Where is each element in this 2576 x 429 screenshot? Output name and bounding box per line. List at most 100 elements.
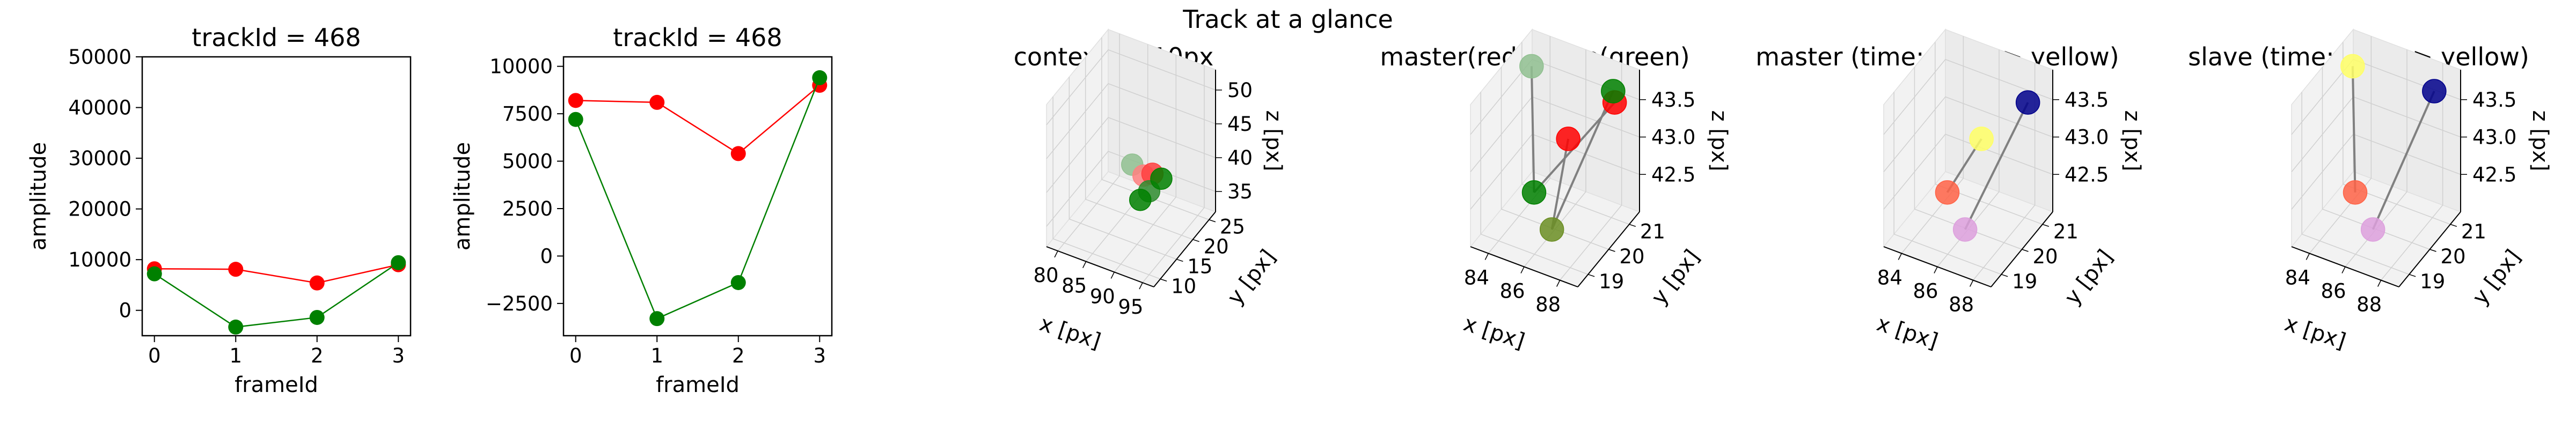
z-axis-label: z [px] <box>2120 110 2145 172</box>
scatter-point <box>1129 188 1152 211</box>
z-tick-label: 45 <box>1227 113 1253 136</box>
y-tick-mark <box>1160 278 1167 282</box>
grid-line <box>1883 58 2053 135</box>
z-tick-label: 42.5 <box>1651 163 1695 186</box>
x-tick-mark <box>1556 280 1561 287</box>
scatter-point <box>1519 54 1544 79</box>
grid-line <box>2343 42 2451 225</box>
y-tick-label: 40000 <box>68 97 131 120</box>
x-tick-label: 84 <box>1877 267 1902 290</box>
x-tick-label: 0 <box>148 344 161 367</box>
y-tick-label: 7500 <box>502 102 553 125</box>
grid-line <box>1524 49 1586 267</box>
grid-line <box>1114 55 1177 272</box>
x-tick-label: 86 <box>2321 280 2346 303</box>
scatter-point <box>1935 180 1960 205</box>
scatter-point <box>2015 90 2040 115</box>
z-tick-label: 43.5 <box>2472 88 2516 112</box>
scatter3d-1: context +- 10px808590951015202535404550x… <box>1014 28 1286 354</box>
grid-line <box>1893 92 2002 275</box>
y-tick-mark <box>2042 224 2050 227</box>
series-point-2 <box>228 319 244 335</box>
scatter-point <box>2422 79 2447 103</box>
x-tick-label: 88 <box>1949 293 1974 316</box>
x-axis-label: x [px] <box>1036 311 1103 354</box>
connector-line <box>2372 91 2435 230</box>
series-point-1 <box>568 93 583 108</box>
y-tick-label: 21 <box>2461 220 2486 243</box>
y-tick-label: 2500 <box>502 197 553 220</box>
scatter-point <box>1556 127 1580 151</box>
x-tick-label: 2 <box>732 344 745 367</box>
x-axis-label: frameId <box>656 373 740 397</box>
y-tick-label: 20 <box>2441 245 2466 268</box>
line-chart-2: trackId = 468 0 1 2 3 −2500 0 2500 5000 7500 10000… <box>450 23 833 397</box>
grid-line <box>2322 67 2430 250</box>
x-axis-label: x [px] <box>1874 311 1941 354</box>
x-tick-label: 88 <box>2357 293 2382 316</box>
x-tick-label: 86 <box>1913 280 1938 303</box>
series-line-2 <box>575 77 821 320</box>
y-tick-mark <box>1608 249 1615 252</box>
scatter-point <box>1521 180 1547 205</box>
z-tick-label: 40 <box>1227 146 1253 169</box>
grid-line <box>1046 83 1216 159</box>
y-tick-label: 30000 <box>68 147 131 170</box>
x-tick-mark <box>1520 267 1525 273</box>
plot-frame <box>141 56 412 337</box>
connector-line <box>1964 102 2029 230</box>
scatter-point <box>1601 79 1626 103</box>
grid-line <box>2345 49 2407 267</box>
y-tick-label: 19 <box>2420 270 2445 293</box>
y-tick-label: 10000 <box>68 248 131 271</box>
scatter3d-3: master (time: blue -> yellow)84868819202… <box>1755 28 2145 354</box>
series-line-1 <box>575 85 821 154</box>
chart-title: trackId = 468 <box>613 23 782 52</box>
x-tick-mark <box>2341 267 2346 273</box>
y-tick-label: 19 <box>1599 270 1624 293</box>
y-tick-label: 0 <box>119 299 131 322</box>
y-tick-mark <box>1587 273 1595 277</box>
grid-line <box>2309 36 2372 254</box>
y-tick-mark <box>2022 249 2029 252</box>
x-tick-mark <box>1484 253 1489 260</box>
z-tick-label: 42.5 <box>2472 163 2516 186</box>
y-tick-mark <box>2429 249 2436 252</box>
grid-line <box>1046 117 1216 193</box>
x-tick-label: 90 <box>1090 285 1115 308</box>
y-tick-mark <box>1176 258 1183 262</box>
figure-suptitle: Track at a glance <box>1182 5 1393 34</box>
y-tick-label: 20 <box>2033 245 2058 268</box>
z-axis-label: z [px] <box>1261 110 1286 172</box>
x-tick-label: 3 <box>392 344 405 367</box>
y-tick-mark <box>2409 273 2416 277</box>
grid-line <box>1521 42 1630 225</box>
x-tick-mark <box>1898 253 1902 260</box>
y-axis-label: y [px] <box>1646 245 1704 309</box>
scatter3d-2: master(red) slave(green)84868819202142.5… <box>1380 28 1731 354</box>
x-tick-label: 0 <box>569 344 582 367</box>
grid-line <box>1914 67 2022 250</box>
y-tick-label: 5000 <box>502 150 553 173</box>
y-tick-label: 15 <box>1187 255 1212 278</box>
chart-title: trackId = 468 <box>192 23 361 52</box>
x-tick-mark <box>2377 280 2382 287</box>
series-point-1 <box>649 94 665 110</box>
grid-line <box>2301 92 2410 275</box>
x-tick-mark <box>1054 250 1058 258</box>
y-tick-label: 0 <box>540 245 553 268</box>
connector-line <box>1550 138 1570 230</box>
x-tick-label: 88 <box>1535 293 1561 316</box>
x-axis-label: frameId <box>235 373 318 397</box>
y-tick-label: 10000 <box>489 55 553 78</box>
grid-line <box>1085 57 1193 240</box>
x-tick-label: 1 <box>229 344 242 367</box>
panels-group: trackId = 468 0 1 2 3 0 10000 20000 30000 40000 50… <box>26 23 2552 397</box>
x-axis-line <box>1046 246 1154 287</box>
grid-line <box>1046 151 1216 227</box>
grid-line <box>1101 37 1210 220</box>
y-tick-label: 20 <box>1620 245 1645 268</box>
y-tick-label: 20 <box>1204 235 1229 258</box>
x-tick-label: 84 <box>1464 267 1489 290</box>
